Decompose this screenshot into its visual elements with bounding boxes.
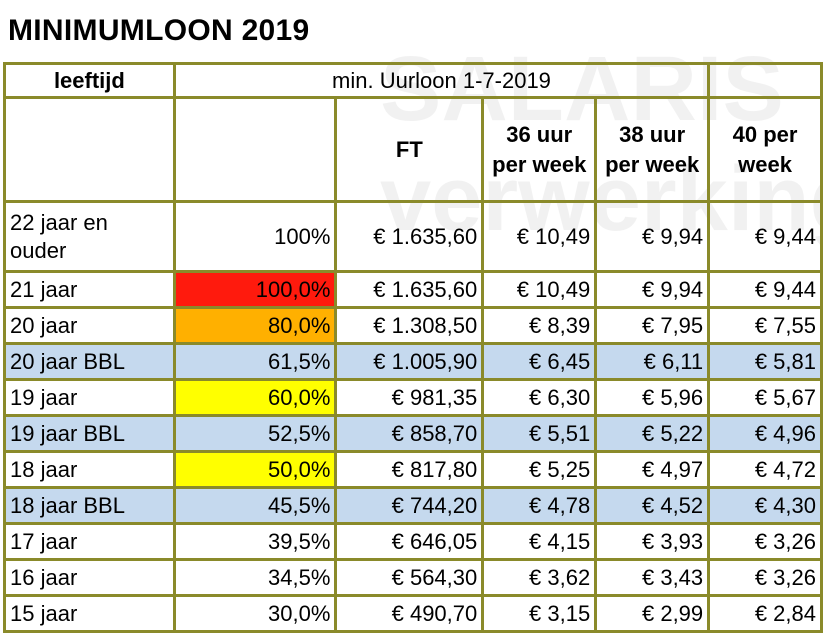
page-title: MINIMUMLOON 2019 [8,14,310,47]
hourly-40-cell: € 4,30 [707,486,823,525]
hourly-38-cell: € 3,43 [594,558,711,597]
pct-cell: 61,5% [172,342,338,381]
hourly-40-cell: € 2,84 [707,594,823,633]
col-header-40-line1: 40 per [732,121,798,147]
hourly-38-cell: € 3,93 [594,522,711,561]
table-row: 22 jaar en ouder 100% € 1.635,60 € 10,49… [3,200,823,273]
col-header-36-line1: 36 uur [506,121,573,147]
hourly-40-cell: € 3,26 [707,558,823,597]
hourly-38-cell: € 4,97 [594,450,711,489]
age-cell: 22 jaar en ouder [3,200,176,273]
hourly-40-cell: € 9,44 [707,200,823,273]
pct-cell: 45,5% [172,486,338,525]
hourly-40-cell: € 9,44 [707,270,823,309]
age-cell: 18 jaar [3,450,176,489]
ft-cell: € 1.635,60 [334,200,485,273]
age-cell: 18 jaar BBL [3,486,176,525]
ft-cell: € 744,20 [334,486,485,525]
pct-cell: 100,0% [172,270,338,309]
col-header-36-line2: per week [492,151,587,177]
table-row: 16 jaar 34,5% € 564,30 € 3,62 € 3,43 € 3… [3,558,823,597]
hourly-36-cell: € 4,78 [481,486,598,525]
table-row: 17 jaar 39,5% € 646,05 € 4,15 € 3,93 € 3… [3,522,823,561]
hourly-38-cell: € 9,94 [594,200,711,273]
hourly-38-cell: € 5,96 [594,378,711,417]
hourly-40-cell: € 4,72 [707,450,823,489]
hourly-36-cell: € 6,30 [481,378,598,417]
table-row: 21 jaar 100,0% € 1.635,60 € 10,49 € 9,94… [3,270,823,309]
table-row: 19 jaar BBL 52,5% € 858,70 € 5,51 € 5,22… [3,414,823,453]
hourly-36-cell: € 6,45 [481,342,598,381]
hourly-38-cell: € 2,99 [594,594,711,633]
ft-cell: € 858,70 [334,414,485,453]
hourly-36-cell: € 3,15 [481,594,598,633]
pct-cell: 100% [172,200,338,273]
hourly-38-cell: € 5,22 [594,414,711,453]
col-header-36: 36 uur per week [481,96,598,203]
table-row: 15 jaar 30,0% € 490,70 € 3,15 € 2,99 € 2… [3,594,823,633]
header-blank-pct [172,96,338,203]
col-header-ft: FT [334,96,485,203]
age-cell: 21 jaar [3,270,176,309]
hourly-36-cell: € 5,51 [481,414,598,453]
hourly-38-cell: € 7,95 [594,306,711,345]
hourly-38-cell: € 6,11 [594,342,711,381]
ft-cell: € 646,05 [334,522,485,561]
age-cell: 19 jaar BBL [3,414,176,453]
pct-cell: 80,0% [172,306,338,345]
hourly-36-cell: € 4,15 [481,522,598,561]
table-row: 19 jaar 60,0% € 981,35 € 6,30 € 5,96 € 5… [3,378,823,417]
hourly-38-cell: € 4,52 [594,486,711,525]
age-cell: 16 jaar [3,558,176,597]
col-header-38: 38 uur per week [594,96,711,203]
minimumloon-table: leeftijd min. Uurloon 1-7-2019 FT 36 uur… [3,62,823,633]
hourly-36-cell: € 10,49 [481,270,598,309]
pct-cell: 39,5% [172,522,338,561]
ft-cell: € 981,35 [334,378,485,417]
hourly-40-cell: € 4,96 [707,414,823,453]
header-empty-cell [707,62,823,99]
table-row: 20 jaar BBL 61,5% € 1.005,90 € 6,45 € 6,… [3,342,823,381]
pct-cell: 52,5% [172,414,338,453]
header-row-1: leeftijd min. Uurloon 1-7-2019 [3,62,823,99]
hourly-40-cell: € 3,26 [707,522,823,561]
ft-cell: € 817,80 [334,450,485,489]
ft-cell: € 1.308,50 [334,306,485,345]
ft-cell: € 1.005,90 [334,342,485,381]
table-row: 18 jaar BBL 45,5% € 744,20 € 4,78 € 4,52… [3,486,823,525]
hourly-40-cell: € 5,81 [707,342,823,381]
hourly-40-cell: € 7,55 [707,306,823,345]
ft-cell: € 564,30 [334,558,485,597]
age-cell: 17 jaar [3,522,176,561]
hourly-38-cell: € 9,94 [594,270,711,309]
ft-cell: € 1.635,60 [334,270,485,309]
hourly-36-cell: € 5,25 [481,450,598,489]
col-header-38-line2: per week [605,151,700,177]
table-row: 18 jaar 50,0% € 817,80 € 5,25 € 4,97 € 4… [3,450,823,489]
hourly-40-cell: € 5,67 [707,378,823,417]
ft-cell: € 490,70 [334,594,485,633]
col-header-40-line2: week [738,151,792,177]
age-cell: 19 jaar [3,378,176,417]
pct-cell: 60,0% [172,378,338,417]
age-cell: 20 jaar BBL [3,342,176,381]
col-header-38-line1: 38 uur [619,121,686,147]
table-row: 20 jaar 80,0% € 1.308,50 € 8,39 € 7,95 €… [3,306,823,345]
col-header-40: 40 per week [707,96,823,203]
col-header-wage: min. Uurloon 1-7-2019 [172,62,711,99]
col-header-age: leeftijd [3,62,176,99]
header-blank-age [3,96,176,203]
hourly-36-cell: € 3,62 [481,558,598,597]
pct-cell: 30,0% [172,594,338,633]
hourly-36-cell: € 10,49 [481,200,598,273]
pct-cell: 50,0% [172,450,338,489]
hourly-36-cell: € 8,39 [481,306,598,345]
pct-cell: 34,5% [172,558,338,597]
age-cell: 20 jaar [3,306,176,345]
age-cell: 15 jaar [3,594,176,633]
header-row-2: FT 36 uur per week 38 uur per week 40 pe… [3,96,823,203]
